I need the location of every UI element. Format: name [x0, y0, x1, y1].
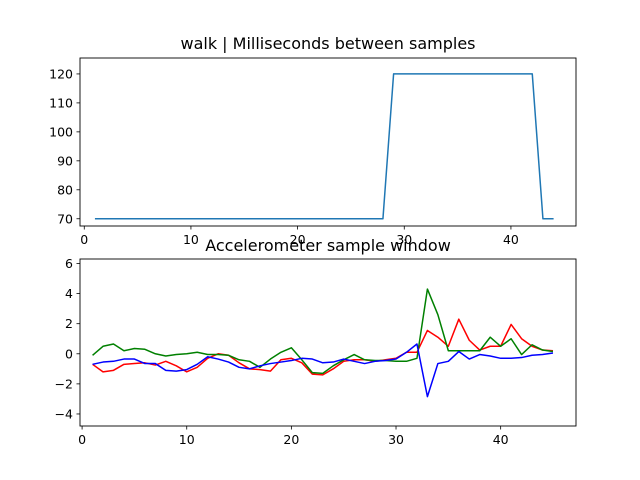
- accelerometer-y-tick-label: −2: [55, 376, 73, 391]
- axes-frame-timing: [79, 57, 577, 227]
- timing-x-tick-label: 0: [80, 232, 88, 247]
- subplot-accelerometer: 0 10 20 30 40 −4 −2 0 2 4 6 Accelerometer sample w…: [55, 236, 577, 447]
- timing-x-tick-label: 30: [396, 232, 412, 247]
- accelerometer-series-line-0: [92, 318, 554, 376]
- ticks-accelerometer: 0 10 20 30 40 −4 −2 0 2 4 6: [55, 256, 509, 447]
- timing-y-tick-label: 70: [57, 211, 73, 226]
- accelerometer-series-line-2: [92, 343, 554, 398]
- timing-y-tick-label: 120: [49, 66, 73, 81]
- accelerometer-y-tick-label: 2: [65, 316, 73, 331]
- timing-y-tick-label: 100: [49, 124, 73, 139]
- timing-y-tick-label: 90: [57, 153, 73, 168]
- accelerometer-y-tick-label: 4: [65, 286, 73, 301]
- accelerometer-y-tick-label: 0: [65, 346, 73, 361]
- accelerometer-x-tick-label: 40: [493, 432, 509, 447]
- chart-title-accelerometer: Accelerometer sample window: [205, 236, 451, 255]
- timing-x-tick-label: 10: [183, 232, 199, 247]
- timing-series-line-0: [94, 73, 554, 220]
- accelerometer-series-line-1: [92, 288, 554, 375]
- axes-frame-accelerometer: [79, 258, 577, 427]
- series-lines-accelerometer: [92, 288, 554, 398]
- timing-y-tick-label: 110: [49, 95, 73, 110]
- accelerometer-y-tick-label: 6: [65, 256, 73, 271]
- timing-x-tick-label: 20: [290, 232, 306, 247]
- accelerometer-x-tick-label: 20: [283, 432, 299, 447]
- accelerometer-x-tick-label: 10: [179, 432, 195, 447]
- accelerometer-y-tick-label: −4: [55, 406, 73, 421]
- ticks-timing: 0 10 20 30 40 70 80 90 100 110 120: [49, 66, 519, 247]
- accelerometer-x-tick-label: 0: [78, 432, 86, 447]
- accelerometer-x-tick-label: 30: [388, 432, 404, 447]
- chart-title-timing: walk | Milliseconds between samples: [180, 34, 475, 53]
- series-lines-timing: [94, 73, 554, 220]
- timing-x-tick-label: 40: [503, 232, 519, 247]
- subplot-timing: walk | Milliseconds between samples 0 10 2…: [49, 34, 577, 247]
- timing-y-tick-label: 80: [57, 182, 73, 197]
